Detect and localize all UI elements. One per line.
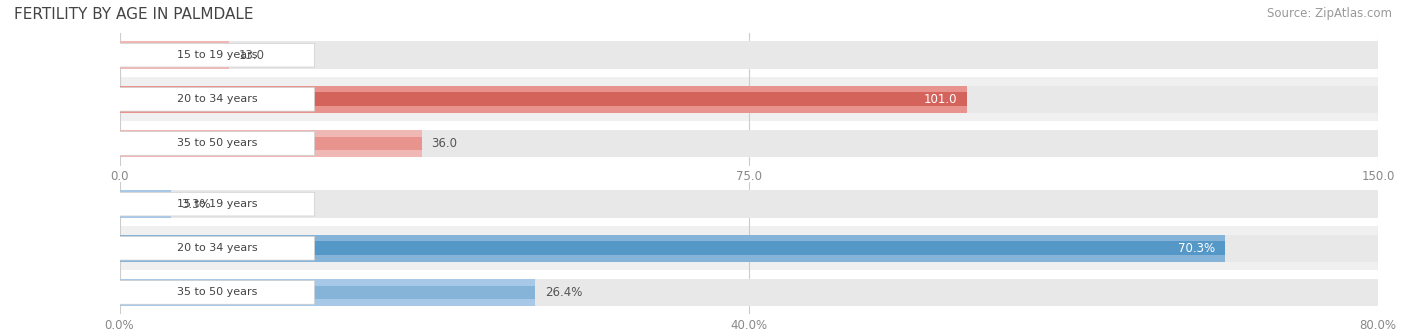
Text: 101.0: 101.0: [924, 93, 956, 106]
Bar: [120, 86, 967, 113]
Text: 70.3%: 70.3%: [1178, 242, 1215, 255]
Bar: [120, 41, 229, 69]
FancyBboxPatch shape: [120, 281, 315, 304]
Text: 3.3%: 3.3%: [181, 198, 211, 211]
Bar: [120, 130, 1378, 157]
Bar: [120, 235, 1378, 262]
Bar: [120, 279, 534, 306]
Bar: [120, 48, 229, 62]
Bar: [120, 286, 534, 299]
Bar: [120, 137, 422, 150]
Text: 13.0: 13.0: [239, 49, 264, 62]
Text: FERTILITY BY AGE IN PALMDALE: FERTILITY BY AGE IN PALMDALE: [14, 7, 253, 22]
FancyBboxPatch shape: [120, 87, 315, 111]
Bar: [120, 279, 1378, 306]
FancyBboxPatch shape: [120, 132, 315, 155]
Text: 20 to 34 years: 20 to 34 years: [177, 243, 257, 253]
Text: 35 to 50 years: 35 to 50 years: [177, 287, 257, 297]
Bar: [120, 235, 1225, 262]
Text: 36.0: 36.0: [432, 137, 457, 150]
FancyBboxPatch shape: [118, 121, 1379, 166]
Text: 20 to 34 years: 20 to 34 years: [177, 94, 257, 104]
Bar: [120, 41, 1378, 69]
Bar: [120, 130, 422, 157]
Bar: [120, 241, 1225, 255]
FancyBboxPatch shape: [118, 33, 1379, 77]
FancyBboxPatch shape: [118, 270, 1379, 314]
Bar: [120, 190, 172, 218]
FancyBboxPatch shape: [120, 192, 315, 216]
FancyBboxPatch shape: [118, 77, 1379, 121]
Bar: [120, 86, 1378, 113]
FancyBboxPatch shape: [120, 236, 315, 260]
Text: 35 to 50 years: 35 to 50 years: [177, 138, 257, 148]
Bar: [120, 197, 172, 211]
Text: 15 to 19 years: 15 to 19 years: [177, 199, 257, 209]
Bar: [120, 190, 1378, 218]
FancyBboxPatch shape: [120, 43, 315, 67]
Bar: [120, 92, 967, 106]
Text: Source: ZipAtlas.com: Source: ZipAtlas.com: [1267, 7, 1392, 20]
FancyBboxPatch shape: [118, 182, 1379, 226]
Text: 26.4%: 26.4%: [546, 286, 582, 299]
Text: 15 to 19 years: 15 to 19 years: [177, 50, 257, 60]
FancyBboxPatch shape: [118, 226, 1379, 270]
